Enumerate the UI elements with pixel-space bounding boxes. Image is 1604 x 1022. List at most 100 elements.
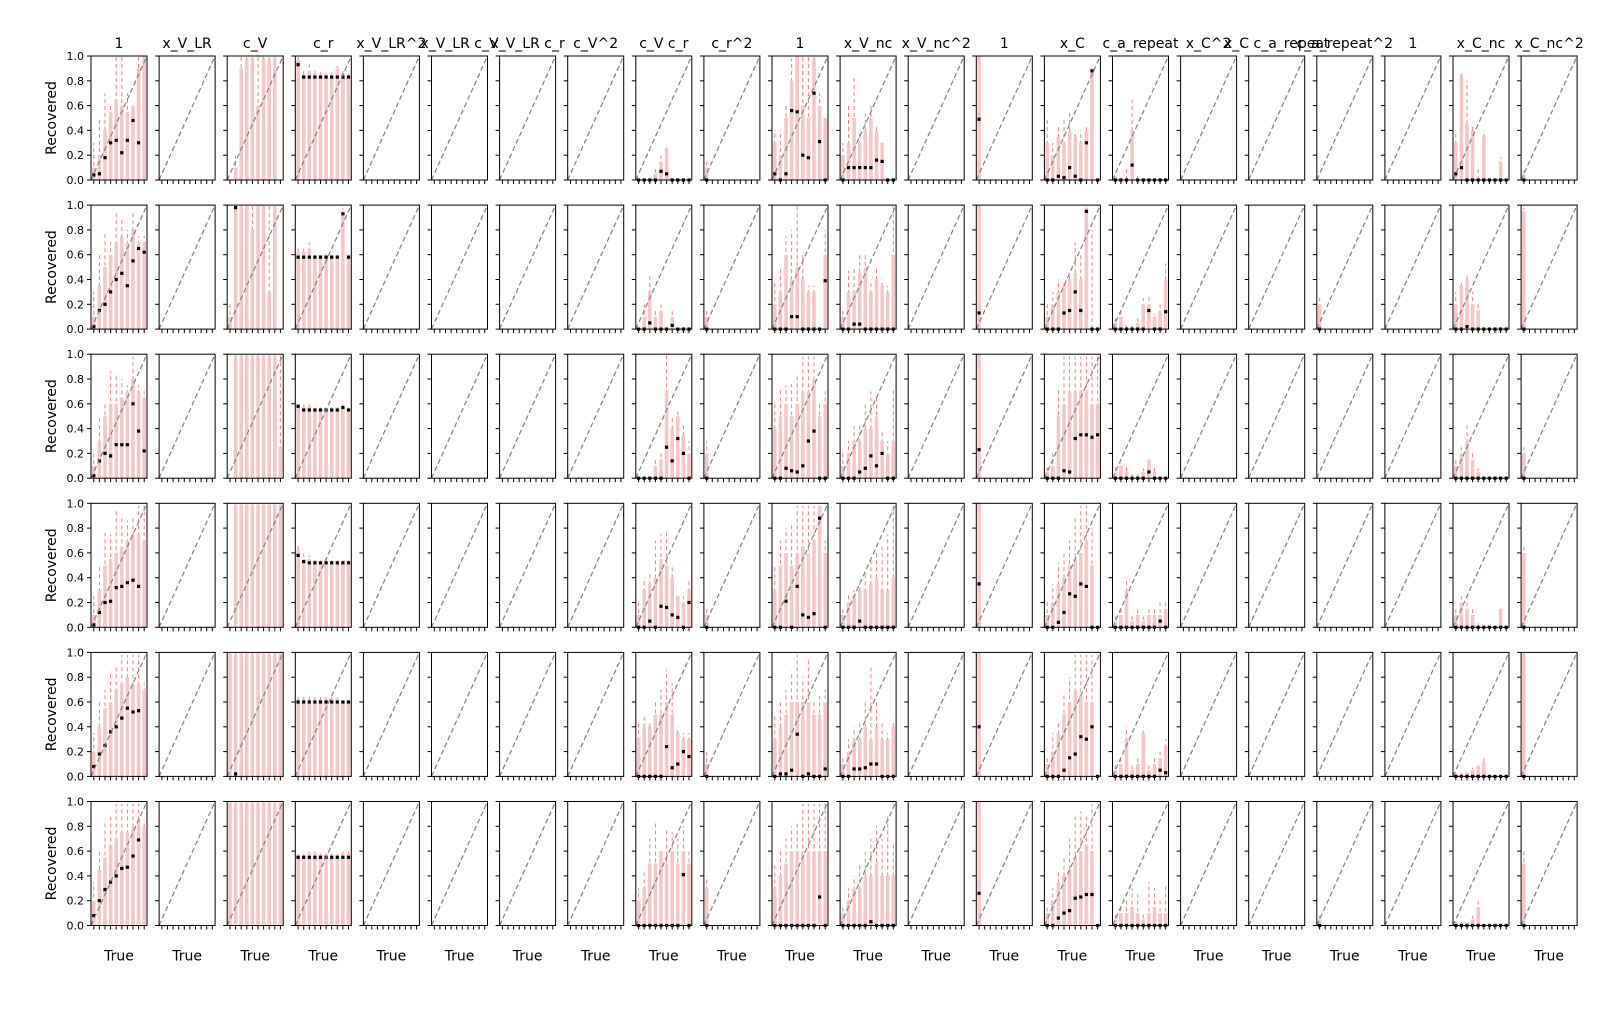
box: [278, 653, 283, 777]
identity-line: [839, 353, 897, 479]
identity-line: [430, 801, 489, 926]
x-axis-label: True: [1125, 949, 1156, 965]
box: [324, 408, 328, 479]
identity-line: [362, 353, 420, 479]
median-marker: [1068, 909, 1072, 913]
box: [1158, 310, 1162, 330]
identity-line: [1384, 204, 1442, 330]
median-marker: [341, 212, 345, 216]
median-marker: [1164, 310, 1168, 314]
median-marker: [335, 700, 339, 704]
panel: [972, 353, 1033, 483]
panel: [1312, 502, 1374, 632]
panel: [904, 204, 965, 334]
median-marker: [665, 745, 669, 749]
panel-frame: [1112, 204, 1169, 330]
y-tick-label: 0.2: [67, 597, 85, 610]
panel: [223, 204, 284, 334]
panel-frame: [771, 651, 829, 777]
box: [108, 111, 113, 180]
box: [801, 702, 805, 777]
box: [789, 851, 794, 926]
x-axis-label: True: [239, 949, 270, 965]
box: [817, 851, 822, 926]
box: [823, 552, 827, 628]
y-tick-label: 1.0: [67, 50, 85, 63]
panel: [427, 55, 489, 184]
box: [891, 254, 896, 330]
box: [1067, 565, 1072, 628]
panel-frame: [1384, 204, 1442, 330]
panel-frame: [975, 651, 1033, 777]
panel: [563, 353, 625, 483]
median-marker: [131, 854, 135, 858]
median-marker: [852, 767, 856, 771]
panel: [155, 55, 216, 184]
median-marker: [335, 561, 339, 565]
column-title: x_C_nc^2: [1514, 36, 1583, 52]
box: [346, 561, 351, 628]
box: [1124, 590, 1129, 628]
median-marker: [120, 866, 124, 871]
panel-frame: [975, 204, 1033, 330]
panel: [155, 502, 216, 632]
box: [125, 391, 130, 479]
panel: [904, 502, 965, 632]
box: [1124, 739, 1129, 777]
panel: [359, 801, 420, 930]
box: [784, 403, 788, 479]
box: [273, 58, 277, 181]
median-marker: [335, 255, 339, 259]
box: [676, 733, 680, 777]
box: [812, 291, 816, 330]
box: [681, 739, 686, 777]
identity-line: [362, 652, 420, 777]
median-marker: [1073, 290, 1077, 294]
box: [92, 316, 96, 330]
panel-frame: [907, 204, 965, 330]
panel: [1108, 204, 1170, 334]
identity-line: [362, 55, 420, 181]
box: [307, 559, 312, 628]
box: [1163, 279, 1168, 330]
panel-frame: [1248, 353, 1306, 479]
panel-frame: [158, 502, 216, 628]
panel-frame: [1180, 651, 1238, 777]
panel-frame: [90, 502, 148, 628]
panel-frame: [839, 801, 897, 926]
panel-frame: [1384, 651, 1442, 777]
median-marker: [313, 561, 317, 565]
box: [228, 653, 232, 777]
panel-frame: [907, 651, 965, 777]
median-marker: [1062, 311, 1066, 315]
panel: [1380, 801, 1442, 930]
median-marker: [869, 762, 873, 766]
panel-frame: [90, 204, 148, 330]
median-marker: [1147, 470, 1151, 474]
identity-line: [294, 353, 352, 479]
median-marker: [97, 899, 101, 903]
box: [880, 875, 884, 926]
box: [664, 149, 669, 180]
box: [256, 802, 260, 926]
median-marker: [103, 451, 107, 455]
identity-line: [567, 652, 625, 777]
box: [880, 441, 884, 479]
box: [296, 59, 300, 180]
panel-frame: [567, 801, 625, 926]
panel-frame: [1316, 801, 1374, 926]
median-marker: [681, 750, 685, 754]
median-marker: [795, 315, 799, 319]
box: [341, 853, 345, 926]
median-marker: [318, 561, 323, 565]
panel: [1244, 204, 1306, 334]
box: [114, 838, 118, 926]
panel: [836, 651, 897, 781]
box: [846, 453, 851, 479]
median-marker: [687, 754, 691, 759]
panel-frame: [907, 801, 965, 926]
box: [1090, 851, 1094, 926]
box: [256, 105, 260, 180]
identity-line: [975, 503, 1033, 628]
identity-line: [1452, 503, 1510, 628]
